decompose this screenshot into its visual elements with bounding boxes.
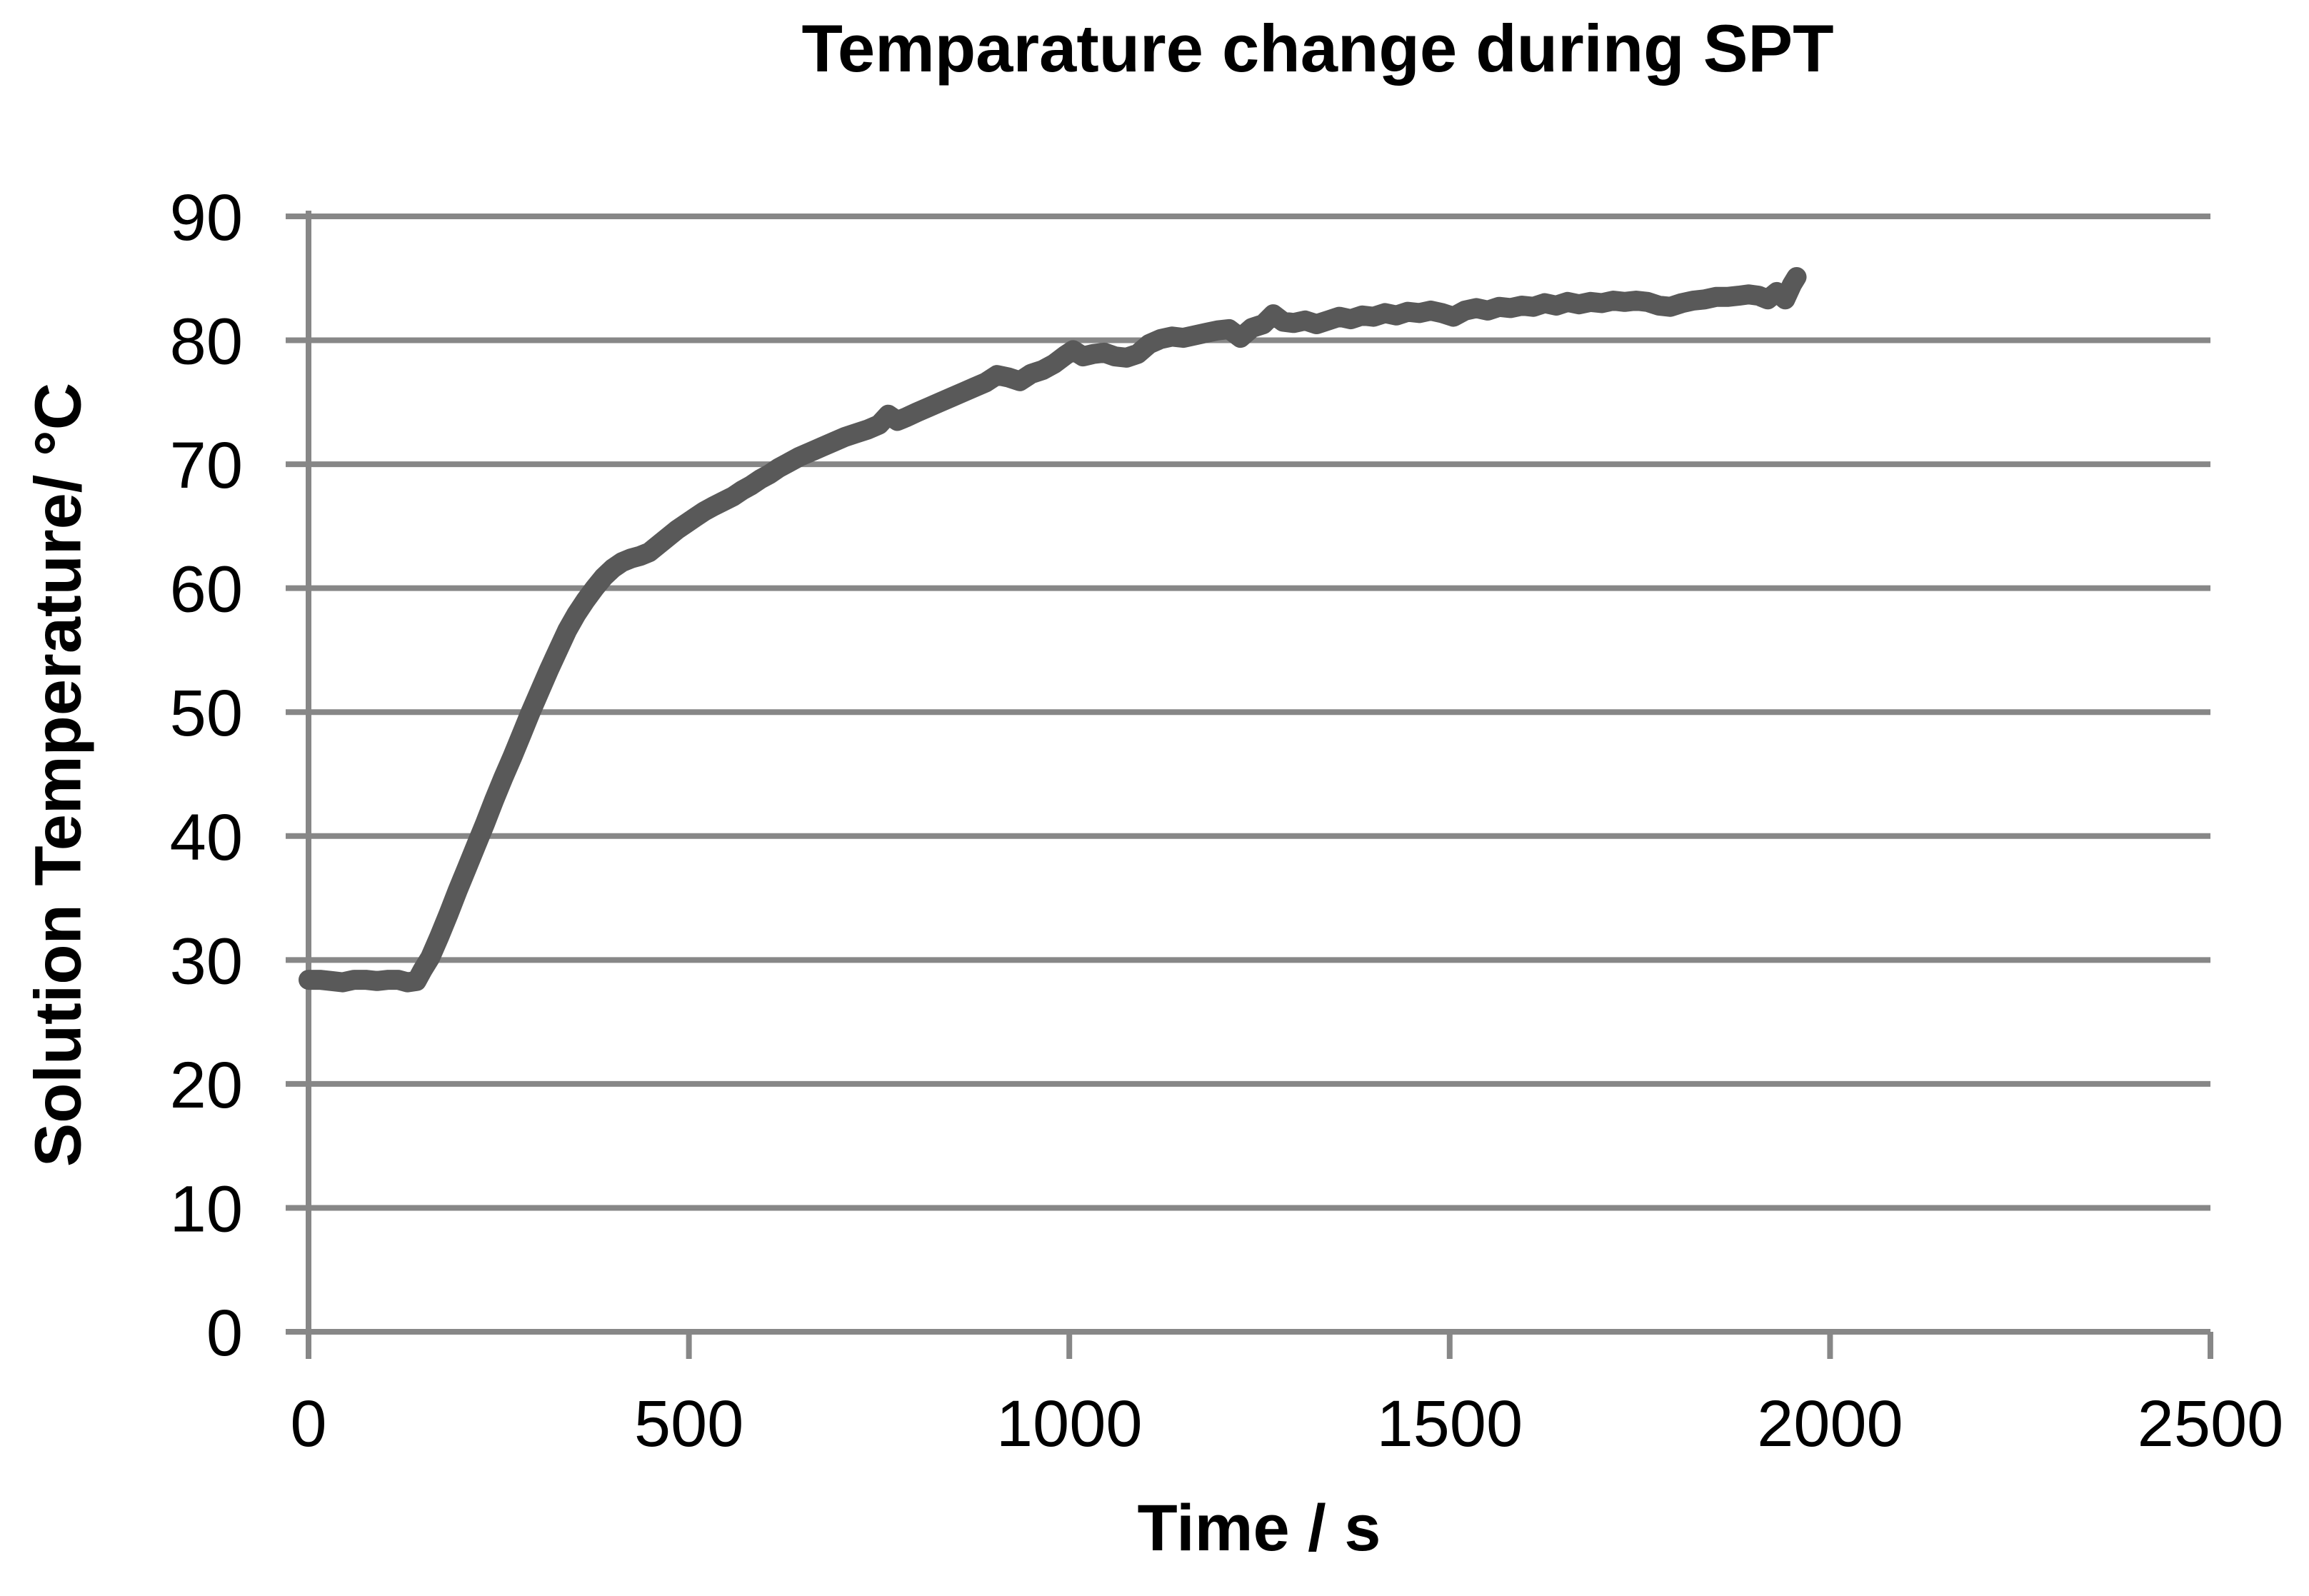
y-tick-label: 40 [170, 801, 243, 874]
x-tick-label: 1500 [1376, 1387, 1523, 1460]
y-axis-title: Solution Temperature/ °C [21, 382, 95, 1168]
y-tick-label: 50 [170, 677, 243, 750]
x-tick-label: 0 [290, 1387, 326, 1460]
y-tick-label: 90 [170, 181, 243, 254]
x-tick-label: 1000 [996, 1387, 1143, 1460]
y-tick-label: 30 [170, 925, 243, 998]
temperature-series-line [299, 267, 1807, 993]
y-tick-label: 60 [170, 553, 243, 626]
x-tick-label: 500 [634, 1387, 744, 1460]
x-axis-title: Time / s [1137, 1492, 1381, 1565]
x-tick-label: 2000 [1757, 1387, 1903, 1460]
y-tick-label: 80 [170, 306, 243, 378]
y-tick-label: 10 [170, 1173, 243, 1245]
y-tick-label: 70 [170, 429, 243, 502]
y-tick-label: 20 [170, 1049, 243, 1122]
x-tick-label: 2500 [2138, 1387, 2284, 1460]
y-tick-label: 0 [206, 1297, 243, 1370]
chart-title: Temparature change during SPT [801, 11, 1834, 86]
